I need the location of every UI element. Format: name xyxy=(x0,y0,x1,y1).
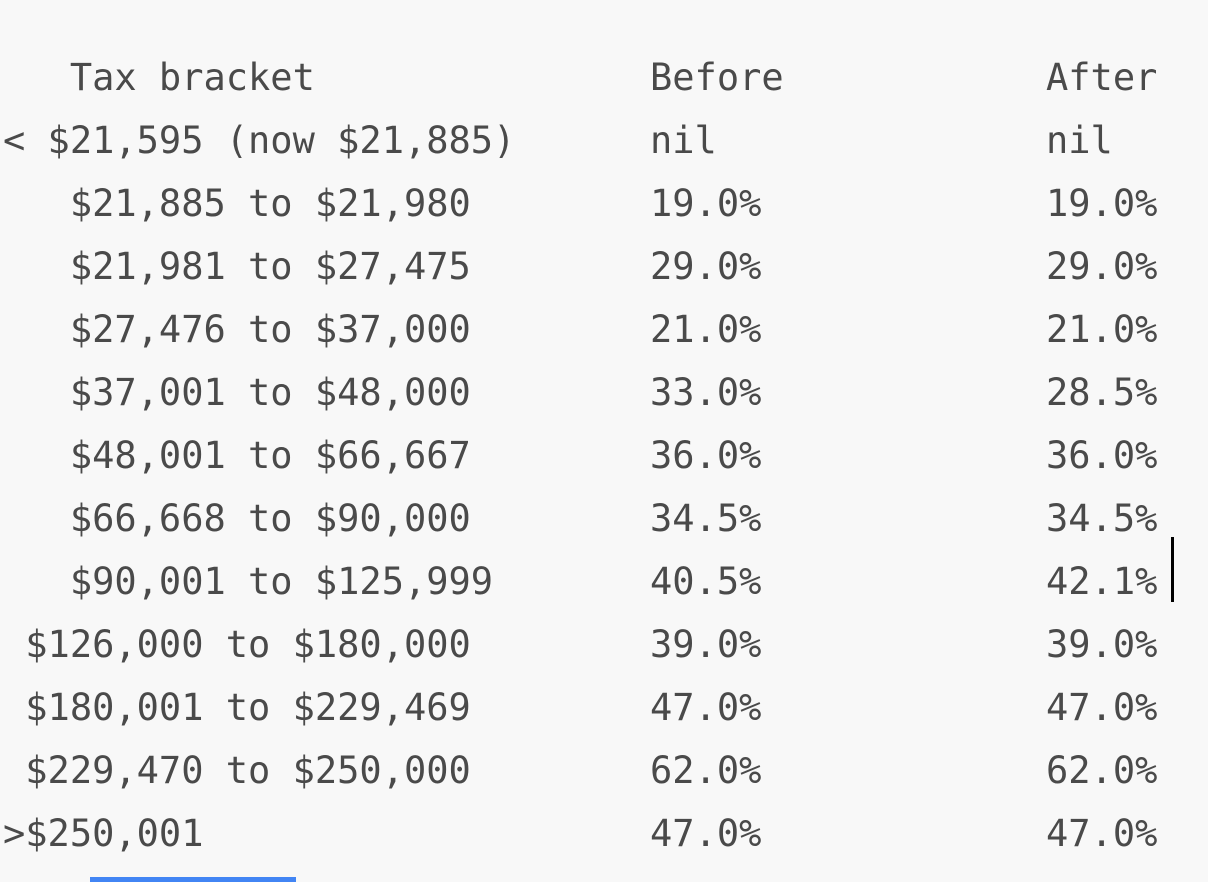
before-cell: nil xyxy=(650,119,717,162)
bracket-cell: < $21,595 (now $21,885) xyxy=(3,119,516,162)
bracket-cell: $48,001 to $66,667 xyxy=(3,434,471,477)
before-cell: 29.0% xyxy=(650,245,762,288)
after-cell: 39.0% xyxy=(1046,623,1158,666)
table-row: $21,885 to $21,980 19.0% 19.0% xyxy=(0,172,1208,235)
before-cell: 39.0% xyxy=(650,623,762,666)
after-cell: 34.5% xyxy=(1046,497,1158,540)
bracket-cell: $27,476 to $37,000 xyxy=(3,308,471,351)
before-cell: 36.0% xyxy=(650,434,762,477)
after-cell: nil xyxy=(1046,119,1113,162)
before-cell: 47.0% xyxy=(650,686,762,729)
text-caret xyxy=(1171,537,1174,602)
before-cell: 19.0% xyxy=(650,182,762,225)
bracket-cell: $90,001 to $125,999 xyxy=(3,560,494,603)
before-cell: 47.0% xyxy=(650,812,762,855)
after-cell: 62.0% xyxy=(1046,749,1158,792)
bracket-cell: $66,668 to $90,000 xyxy=(3,497,471,540)
column-header-after: After xyxy=(1046,56,1158,99)
bracket-cell: $21,885 to $21,980 xyxy=(3,182,471,225)
after-cell: 29.0% xyxy=(1046,245,1158,288)
after-cell: 42.1% xyxy=(1046,560,1158,603)
table-row: $21,981 to $27,475 29.0% 29.0% xyxy=(0,235,1208,298)
after-cell: 36.0% xyxy=(1046,434,1158,477)
table-row: $90,001 to $125,999 40.5% 42.1% xyxy=(0,550,1208,613)
table-row: $180,001 to $229,469 47.0% 47.0% xyxy=(0,676,1208,739)
table-header-row: Tax bracket Before After xyxy=(0,46,1208,109)
after-cell: 47.0% xyxy=(1046,812,1158,855)
before-cell: 21.0% xyxy=(650,308,762,351)
column-header-tax-bracket: Tax bracket xyxy=(3,56,315,99)
table-row: $37,001 to $48,000 33.0% 28.5% xyxy=(0,361,1208,424)
after-cell: 19.0% xyxy=(1046,182,1158,225)
bracket-cell: $37,001 to $48,000 xyxy=(3,371,471,414)
table-row: $27,476 to $37,000 21.0% 21.0% xyxy=(0,298,1208,361)
bracket-cell: $21,981 to $27,475 xyxy=(3,245,471,288)
after-cell: 47.0% xyxy=(1046,686,1158,729)
table-row: $66,668 to $90,000 34.5% 34.5% xyxy=(0,487,1208,550)
before-cell: 40.5% xyxy=(650,560,762,603)
after-cell: 28.5% xyxy=(1046,371,1158,414)
bracket-cell: $180,001 to $229,469 xyxy=(3,686,471,729)
bracket-cell: >$250,001 xyxy=(3,812,204,855)
after-cell: 21.0% xyxy=(1046,308,1158,351)
bottom-accent-bar xyxy=(90,877,296,882)
table-row: $229,470 to $250,000 62.0% 62.0% xyxy=(0,739,1208,802)
before-cell: 34.5% xyxy=(650,497,762,540)
column-header-before: Before xyxy=(650,56,784,99)
table-row: $48,001 to $66,667 36.0% 36.0% xyxy=(0,424,1208,487)
table-row: >$250,001 47.0% 47.0% xyxy=(0,802,1208,865)
before-cell: 62.0% xyxy=(650,749,762,792)
table-row: < $21,595 (now $21,885) nil nil xyxy=(0,109,1208,172)
bracket-cell: $126,000 to $180,000 xyxy=(3,623,471,666)
bracket-cell: $229,470 to $250,000 xyxy=(3,749,471,792)
table-row: $126,000 to $180,000 39.0% 39.0% xyxy=(0,613,1208,676)
before-cell: 33.0% xyxy=(650,371,762,414)
